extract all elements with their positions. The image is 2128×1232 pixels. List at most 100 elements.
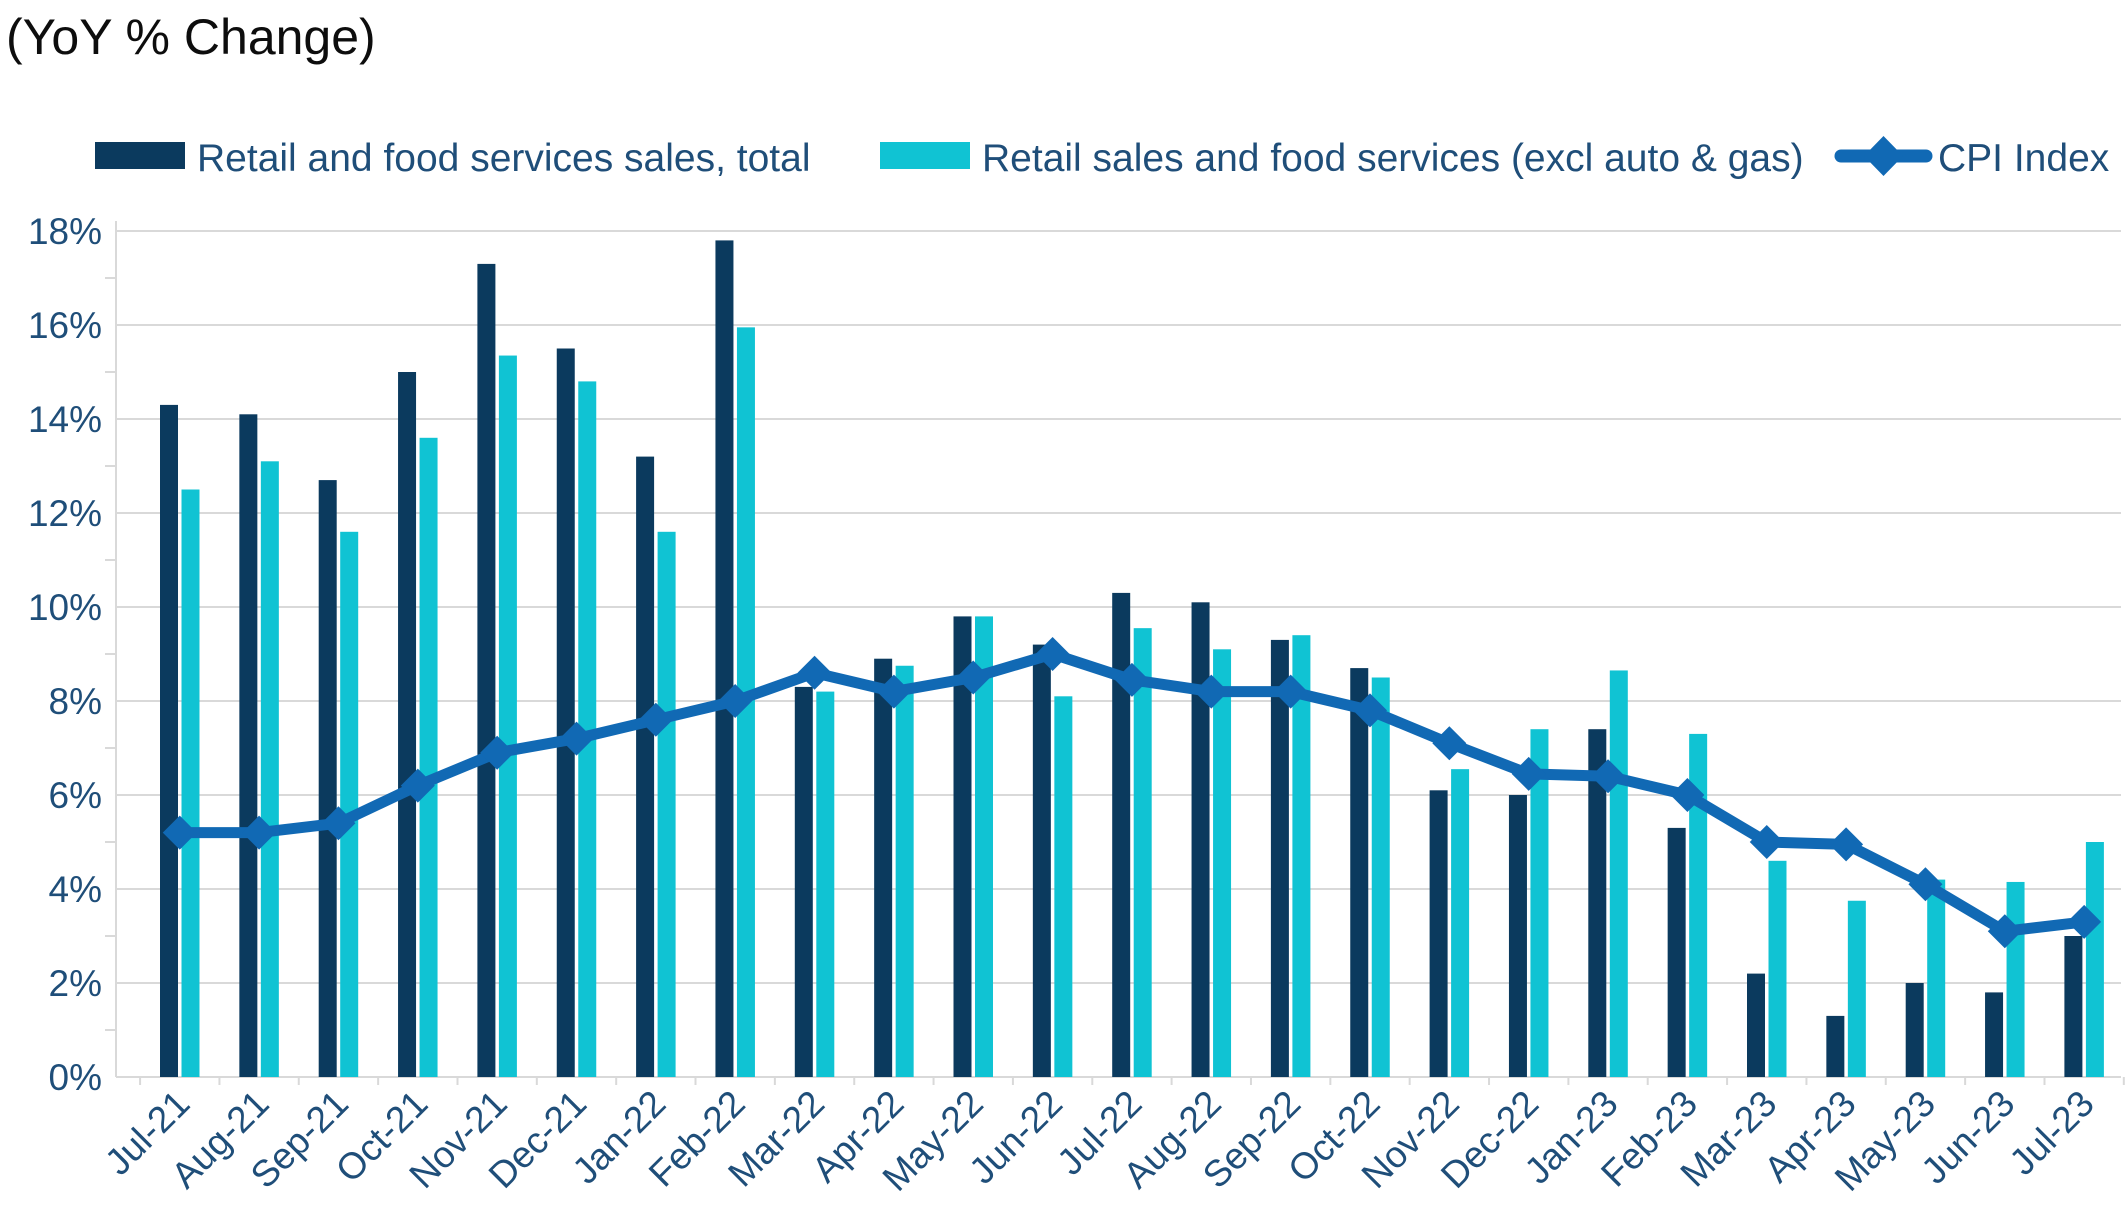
cpi-marker-Nov-22	[1432, 726, 1467, 761]
legend-label-cpi-index: CPI Index	[1938, 137, 2110, 180]
bar-total-Aug-22	[1191, 602, 1210, 1077]
cpi-marker-Mar-22	[797, 655, 832, 690]
cpi-marker-Aug-22	[1194, 674, 1229, 709]
cpi-marker-Sep-21	[321, 806, 356, 841]
cpi-marker-Oct-21	[400, 768, 435, 803]
bar-total-Feb-22	[715, 240, 734, 1077]
cpi-marker-May-23	[1908, 867, 1943, 902]
bar-total-Apr-22	[874, 658, 893, 1077]
bar-ex-auto-gas-Jul-23	[2085, 842, 2104, 1077]
cpi-marker-Jul-21	[162, 815, 197, 850]
bar-total-Feb-23	[1667, 827, 1686, 1077]
bar-total-Oct-22	[1350, 668, 1369, 1077]
y-label-18pct: 18%	[28, 211, 102, 252]
cpi-marker-Dec-21	[559, 721, 594, 756]
y-label-10pct: 10%	[28, 587, 102, 628]
bar-ex-auto-gas-Oct-21	[419, 437, 438, 1077]
bar-ex-auto-gas-Mar-23	[1768, 860, 1787, 1077]
cpi-marker-Jul-23	[2067, 904, 2102, 939]
bar-total-Nov-22	[1429, 790, 1448, 1077]
legend-label-retail-ex-auto-gas: Retail sales and food services (excl aut…	[982, 137, 1804, 180]
bar-total-Aug-21	[239, 414, 258, 1077]
bar-total-May-23	[1905, 983, 1924, 1077]
bar-ex-auto-gas-Mar-22	[816, 691, 835, 1077]
cpi-marker-Feb-22	[718, 684, 753, 718]
cpi-marker-Jun-22	[1035, 637, 1070, 671]
bar-total-Oct-21	[398, 372, 417, 1077]
cpi-marker-Oct-22	[1353, 693, 1387, 728]
cpi-marker-Jul-22	[1114, 662, 1149, 697]
bar-total-Jun-22	[1032, 644, 1051, 1077]
bars-retail-total	[160, 240, 2083, 1078]
cpi-marker-Mar-23	[1749, 825, 1784, 859]
bar-ex-auto-gas-Aug-21	[260, 461, 279, 1077]
bar-ex-auto-gas-Dec-21	[578, 381, 597, 1077]
bar-total-Jul-23	[2064, 936, 2083, 1077]
legend-swatch-retail-total	[95, 142, 185, 169]
bar-total-Mar-22	[794, 686, 813, 1077]
bar-total-Jan-23	[1588, 729, 1607, 1077]
cpi-marker-Apr-23	[1829, 827, 1864, 862]
bar-ex-auto-gas-Aug-22	[1213, 649, 1232, 1077]
cpi-marker-Sep-22	[1273, 674, 1308, 709]
bar-total-Sep-21	[318, 480, 337, 1078]
bar-ex-auto-gas-May-23	[1927, 879, 1946, 1077]
bar-ex-auto-gas-Apr-23	[1847, 900, 1866, 1077]
bar-total-Jul-22	[1112, 592, 1131, 1077]
y-label-0pct: 0%	[49, 1057, 102, 1098]
cpi-marker-Jun-23	[1987, 914, 2022, 949]
bar-total-Nov-21	[477, 263, 496, 1077]
bar-total-Jun-23	[1985, 992, 2004, 1077]
y-label-12pct: 12%	[28, 493, 102, 534]
bar-ex-auto-gas-May-22	[975, 616, 993, 1077]
cpi-marker-Jan-22	[638, 702, 673, 737]
bar-total-Jan-22	[636, 456, 655, 1078]
bar-ex-auto-gas-Nov-21	[498, 355, 517, 1077]
bar-ex-auto-gas-Jun-22	[1054, 696, 1073, 1077]
bar-ex-auto-gas-Jun-23	[2006, 881, 2025, 1077]
cpi-marker-Apr-22	[876, 674, 911, 709]
legend-label-retail-total: Retail and food services sales, total	[197, 137, 811, 180]
cpi-marker-Nov-21	[480, 735, 515, 770]
bar-total-Sep-22	[1270, 639, 1289, 1077]
cpi-marker-Aug-21	[242, 815, 277, 850]
y-label-8pct: 8%	[49, 681, 102, 722]
bar-ex-auto-gas-Jul-22	[1133, 628, 1152, 1077]
legend-swatch-retail-ex-auto-gas	[880, 142, 970, 169]
y-label-16pct: 16%	[28, 305, 102, 346]
bar-ex-auto-gas-Dec-22	[1530, 729, 1549, 1077]
legend: Retail and food services sales, total Re…	[95, 136, 2110, 180]
bar-ex-auto-gas-Feb-23	[1689, 733, 1708, 1077]
bar-total-Dec-22	[1508, 795, 1527, 1077]
y-label-6pct: 6%	[49, 775, 102, 816]
bar-total-May-22	[953, 616, 972, 1077]
bar-total-Mar-23	[1747, 973, 1765, 1077]
cpi-line-series	[162, 637, 2102, 949]
bar-ex-auto-gas-Oct-22	[1371, 677, 1390, 1077]
bar-ex-auto-gas-Nov-22	[1451, 769, 1470, 1077]
bar-ex-auto-gas-Apr-22	[895, 665, 914, 1077]
bar-ex-auto-gas-Jan-23	[1609, 670, 1628, 1077]
bar-ex-auto-gas-Sep-21	[340, 531, 359, 1077]
y-label-4pct: 4%	[49, 869, 102, 910]
x-axis-labels: Jul-21Aug-21Sep-21Oct-21Nov-21Dec-21Jan-…	[97, 1083, 2102, 1199]
y-axis-labels: 0% 2% 4% 6% 8% 10% 12% 14% 16% 18%	[28, 211, 102, 1098]
bar-total-Apr-23	[1826, 1015, 1845, 1077]
bar-total-Dec-21	[556, 348, 575, 1077]
bar-ex-auto-gas-Jul-21	[181, 489, 200, 1077]
y-label-2pct: 2%	[49, 963, 102, 1004]
legend-diamond-glyph-cpi	[1864, 136, 1903, 176]
y-label-14pct: 14%	[28, 399, 102, 440]
bar-ex-auto-gas-Sep-22	[1292, 635, 1311, 1077]
bar-total-Jul-21	[160, 404, 178, 1077]
bar-ex-auto-gas-Jan-22	[657, 531, 676, 1077]
cpi-marker-Feb-23	[1670, 778, 1705, 812]
cpi-marker-May-22	[956, 660, 991, 695]
x-label-Jul-23: Jul-23	[2002, 1083, 2102, 1183]
cpi-marker-Jan-23	[1591, 759, 1626, 794]
bars-retail-ex-auto-gas	[181, 327, 2104, 1078]
cpi-marker-Dec-22	[1511, 756, 1546, 791]
chart-title: (YoY % Change)	[6, 9, 376, 65]
